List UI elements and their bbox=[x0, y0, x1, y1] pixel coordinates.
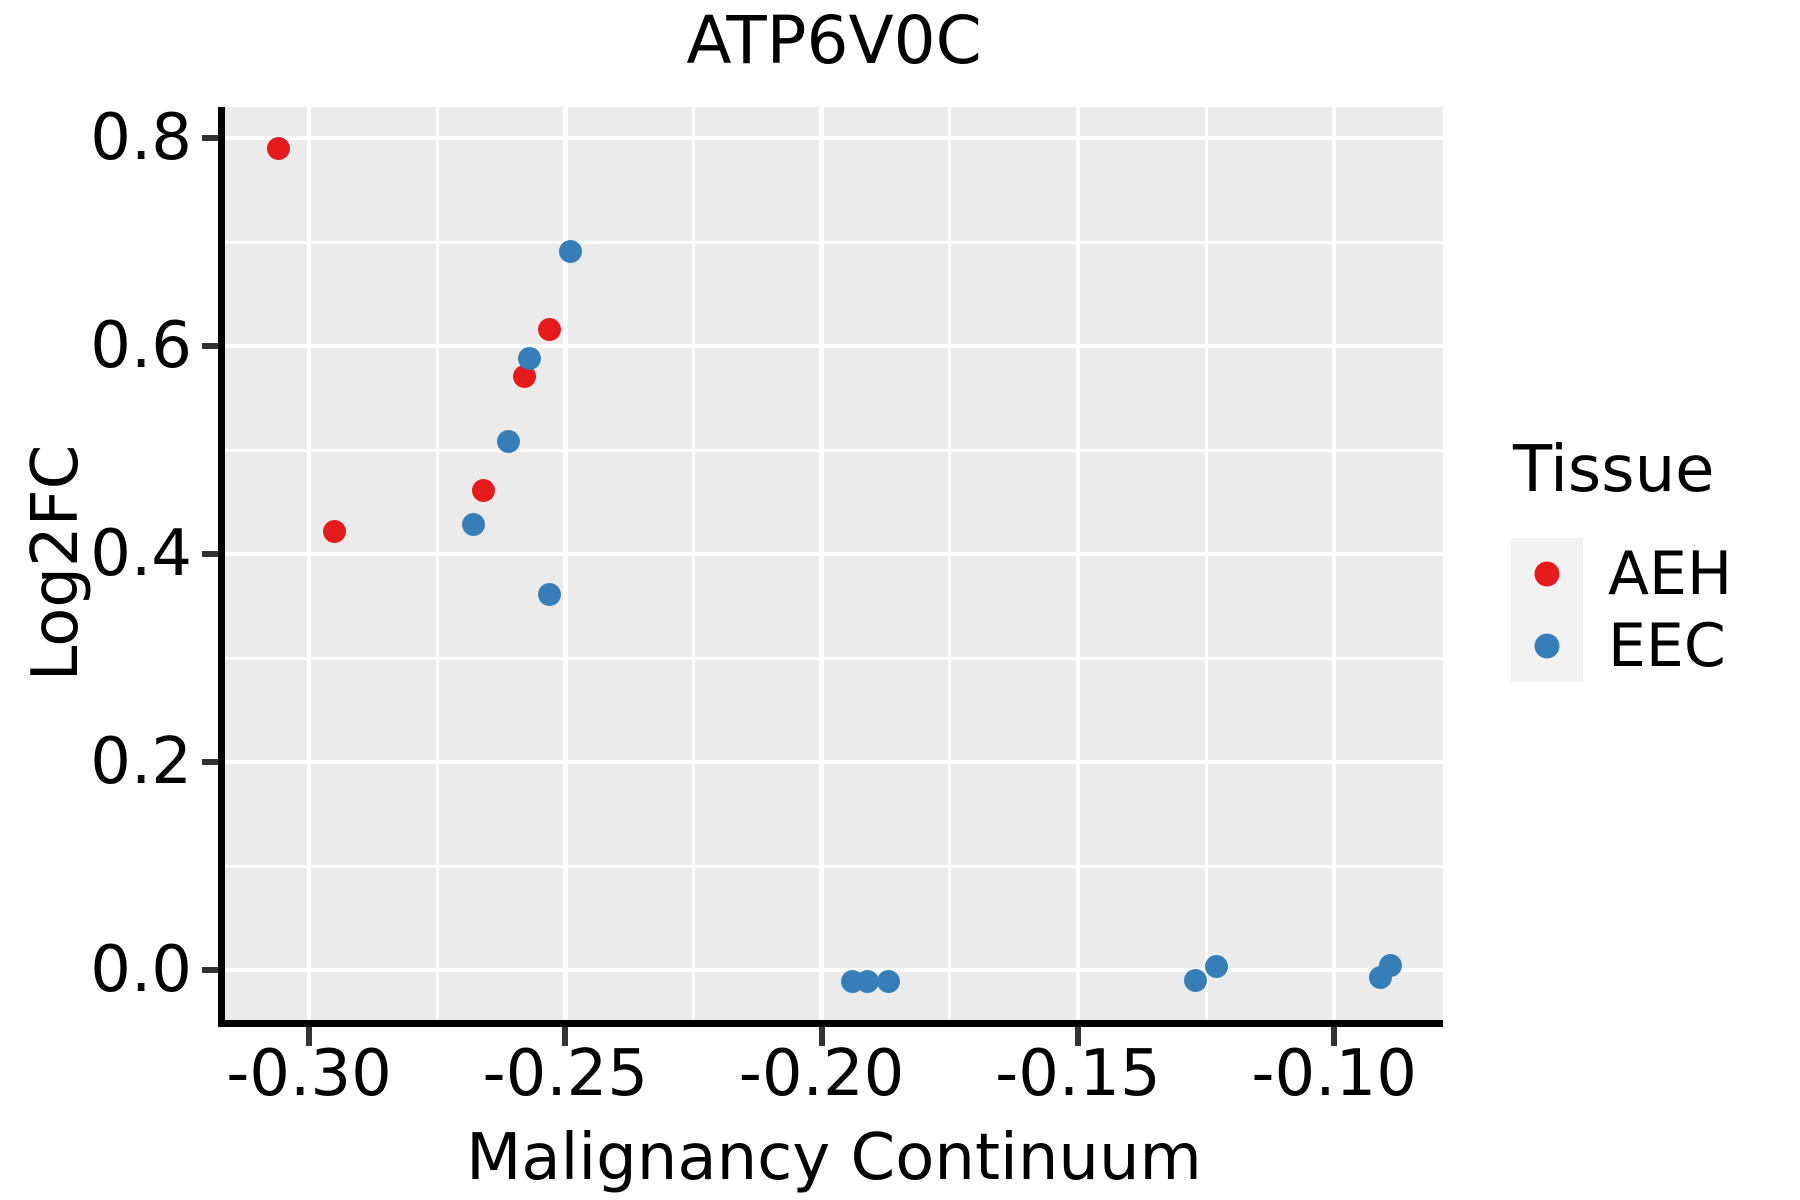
legend: Tissue AEH EEC bbox=[1505, 438, 1785, 682]
x-tick-label: -0.15 bbox=[995, 1037, 1161, 1111]
x-axis-title: Malignancy Continuum bbox=[466, 1121, 1202, 1195]
gridline-major-x bbox=[819, 107, 824, 1020]
y-tick-label: 0.2 bbox=[90, 725, 192, 799]
gridline-major-x bbox=[1075, 107, 1081, 1020]
data-point-aeh bbox=[512, 364, 536, 388]
data-point-eec bbox=[461, 513, 485, 537]
legend-key-box bbox=[1511, 538, 1583, 610]
data-point-eec bbox=[517, 346, 541, 370]
x-axis-line bbox=[218, 1020, 1443, 1027]
gridline-minor-y bbox=[225, 448, 1443, 452]
y-tick bbox=[202, 551, 218, 557]
gridline-minor-y bbox=[225, 656, 1443, 660]
data-point-eec bbox=[876, 969, 900, 993]
data-point-aeh bbox=[266, 136, 290, 160]
x-tick-label: -0.20 bbox=[738, 1037, 905, 1111]
y-axis-line bbox=[218, 107, 225, 1027]
y-tick-label: 0.8 bbox=[90, 101, 192, 175]
data-point-eec bbox=[1379, 954, 1403, 978]
data-point-aeh bbox=[323, 519, 347, 543]
gridline-major-x bbox=[306, 107, 312, 1020]
x-tick bbox=[562, 1027, 569, 1046]
gridline-minor-y bbox=[225, 864, 1443, 868]
legend-label-aeh: AEH bbox=[1608, 539, 1733, 609]
x-tick-label: -0.25 bbox=[482, 1037, 649, 1111]
data-point-aeh bbox=[471, 479, 495, 503]
data-point-eec bbox=[1184, 968, 1208, 992]
plot-title: ATP6V0C bbox=[686, 2, 982, 79]
x-tick-label: -0.10 bbox=[1251, 1037, 1417, 1111]
x-tick bbox=[818, 1027, 825, 1046]
gridline-minor-x bbox=[691, 107, 695, 1020]
x-tick bbox=[1074, 1027, 1081, 1046]
data-point-eec bbox=[856, 969, 880, 993]
legend-item-aeh: AEH bbox=[1505, 538, 1785, 610]
y-tick bbox=[202, 343, 218, 349]
gridline-minor-x bbox=[948, 107, 952, 1020]
gridline-minor-y bbox=[225, 240, 1443, 244]
gridline-major-y bbox=[225, 551, 1443, 557]
y-tick-label: 0.0 bbox=[90, 933, 192, 1007]
eec-marker-icon bbox=[1534, 633, 1560, 659]
legend-label-eec: EEC bbox=[1608, 611, 1726, 681]
gridline-major-x bbox=[563, 107, 568, 1020]
data-point-eec bbox=[1204, 955, 1228, 979]
data-point-eec bbox=[538, 583, 562, 607]
gridline-major-y bbox=[225, 967, 1443, 973]
x-tick bbox=[1331, 1027, 1338, 1046]
x-tick bbox=[306, 1027, 312, 1046]
y-tick bbox=[202, 759, 218, 765]
x-tick-label: -0.30 bbox=[226, 1037, 392, 1111]
gridline-major-y bbox=[225, 135, 1443, 141]
legend-item-eec: EEC bbox=[1505, 610, 1785, 682]
y-tick-label: 0.4 bbox=[90, 517, 192, 591]
y-tick bbox=[202, 967, 218, 973]
gridline-major-x bbox=[1331, 107, 1337, 1020]
gridline-minor-x bbox=[1204, 107, 1208, 1020]
y-tick bbox=[202, 135, 218, 141]
aeh-marker-icon bbox=[1534, 561, 1560, 587]
gridline-major-y bbox=[225, 343, 1443, 349]
data-point-eec bbox=[497, 430, 521, 454]
legend-key-box bbox=[1511, 610, 1583, 682]
gridline-major-y bbox=[225, 759, 1443, 765]
gridline-minor-x bbox=[435, 107, 439, 1020]
data-point-eec bbox=[558, 239, 582, 263]
y-tick-label: 0.6 bbox=[90, 309, 192, 383]
legend-title: Tissue bbox=[1513, 433, 1715, 507]
plot-panel bbox=[225, 107, 1443, 1020]
data-point-aeh bbox=[538, 317, 562, 341]
